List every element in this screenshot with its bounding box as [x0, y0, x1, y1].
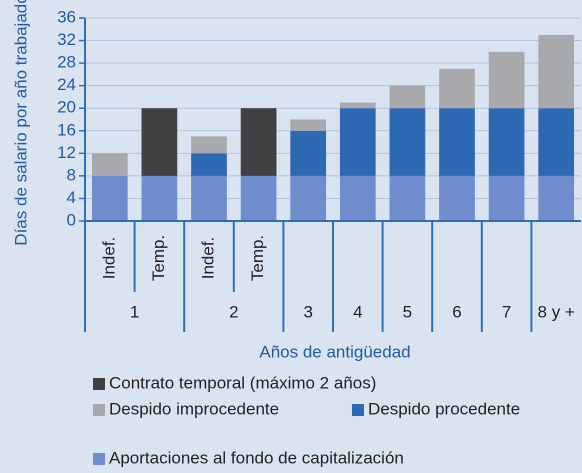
x-tick-label: 3 [303, 302, 312, 321]
bar-segment [389, 85, 426, 109]
y-tick-label: 28 [57, 53, 76, 72]
group-label: 1 [130, 302, 139, 321]
y-tick-label: 24 [57, 75, 76, 94]
legend-label: Despido procedente [368, 399, 520, 418]
x-tick-label: 8 y + [538, 302, 575, 321]
bar-segment [191, 153, 227, 176]
bar-segment [538, 175, 575, 221]
group-label: 2 [229, 302, 238, 321]
bar-segment [240, 108, 277, 176]
bar-segment [191, 136, 227, 154]
x-tick-label: Temp. [248, 235, 267, 281]
bar-segment [389, 175, 426, 221]
bar-segment [439, 108, 475, 176]
y-tick-label: 12 [57, 143, 76, 162]
bar-segment [339, 175, 376, 221]
x-tick-label: Indef. [99, 237, 118, 280]
y-tick-label: 0 [67, 210, 76, 229]
x-tick-label: 4 [353, 302, 362, 321]
bar-segment [488, 51, 525, 109]
bar-segment [439, 68, 475, 109]
y-tick-label: 4 [67, 188, 76, 207]
bar-segment [91, 153, 128, 176]
y-tick-label: 8 [67, 165, 76, 184]
x-tick-label: 6 [452, 302, 461, 321]
bar-segment [141, 108, 178, 176]
x-tick-label: 5 [403, 302, 412, 321]
bar-segment [339, 102, 376, 109]
legend-swatch [352, 404, 364, 416]
y-tick-label: 32 [57, 30, 76, 49]
bar-segment [91, 175, 128, 221]
y-tick-label: 20 [57, 98, 76, 117]
bar-segment [240, 175, 277, 221]
bar-segment [389, 108, 426, 176]
legend-label: Despido improcedente [109, 399, 279, 418]
bar-segment [290, 175, 327, 221]
x-tick-label: 7 [502, 302, 511, 321]
legend-swatch [93, 404, 105, 416]
legend-swatch [93, 378, 105, 390]
bar-segment [290, 119, 327, 131]
bar-segment [538, 34, 575, 109]
x-tick-label: Indef. [198, 237, 217, 280]
bar-segment [538, 108, 575, 176]
legend-label: Aportaciones al fondo de capitalización [109, 448, 404, 467]
bar-segment [339, 108, 376, 176]
bar-segment [290, 130, 327, 176]
legend-swatch [93, 453, 105, 465]
bar-segment [488, 175, 525, 221]
bar-segment [191, 175, 227, 221]
bar-segment [488, 108, 525, 176]
y-tick-label: 36 [57, 7, 76, 26]
bar-segment [439, 175, 475, 221]
y-tick-label: 16 [57, 120, 76, 139]
x-tick-label: Temp. [149, 235, 168, 281]
x-axis-title: Años de antigüedad [259, 342, 410, 361]
y-axis-title: Días de salario por año trabajado [11, 0, 30, 246]
legend-label: Contrato temporal (máximo 2 años) [109, 373, 376, 392]
bar-segment [141, 175, 178, 221]
